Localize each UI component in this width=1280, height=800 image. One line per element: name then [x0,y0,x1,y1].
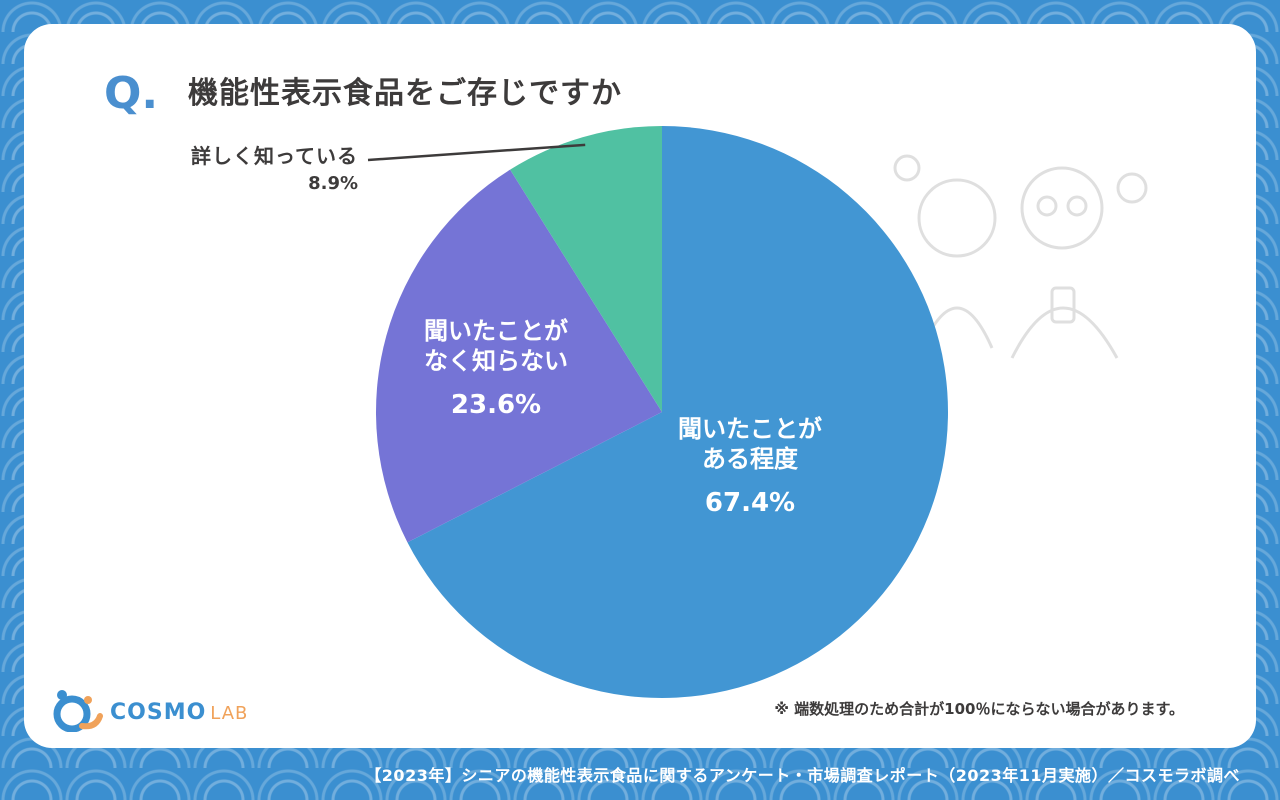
logo-main-text: COSMO [110,700,207,725]
source-footer: 【2023年】シニアの機能性表示食品に関するアンケート・市場調査レポート（202… [365,766,1240,785]
pie-slice-know-well [510,126,662,412]
slice-category-heard-of: 聞いたことが ある程度 [678,415,822,473]
slice-percent-heard-of: 67.4% [704,488,796,518]
senior-couple-illustration [893,154,1148,359]
cosmo-lab-logo-icon [53,690,103,732]
callout-percent: 8.9% [308,173,358,194]
logo-sub-text: LAB [210,703,249,724]
callout-category: 詳しく知っている [191,144,358,168]
chart-title: 機能性表示食品をご存じですか [188,76,622,111]
slice-label-heard-of: 聞いたことが ある程度 67.4% [678,414,822,518]
logo-wordmark: COSMO LAB [110,700,248,725]
question-mark-label: Q. [104,68,159,119]
slice-percent-never-heard: 23.6% [450,390,542,420]
pie-slice-heard-of [407,126,948,698]
callout-leader-line [367,143,586,162]
pie-slice-never-heard [376,169,662,543]
slice-label-never-heard: 聞いたことが なく知らない 23.6% [424,316,568,420]
rounding-note: ※ 端数処理のため合計が100％にならない場合があります。 [774,700,1184,718]
slice-category-never-heard: 聞いたことが なく知らない [424,317,568,375]
callout-label: 詳しく知っている 8.9% [191,140,358,194]
